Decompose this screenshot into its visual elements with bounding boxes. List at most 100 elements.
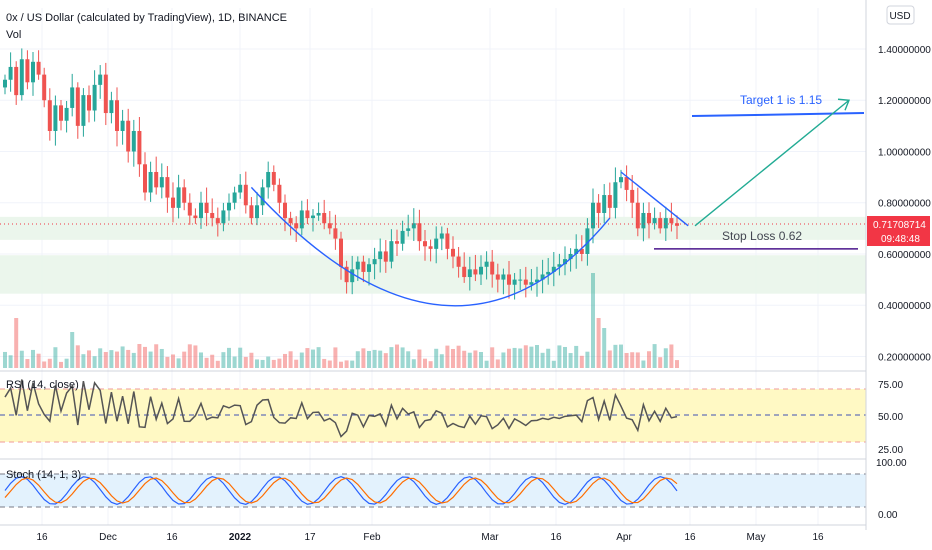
volume-bar xyxy=(333,347,338,368)
candle-body xyxy=(98,74,103,85)
candles[interactable] xyxy=(3,48,679,300)
volume-bar xyxy=(193,345,198,368)
volume-bar xyxy=(473,350,478,368)
volume-bar xyxy=(260,359,265,368)
candle-body xyxy=(574,248,579,254)
volume-bar xyxy=(288,351,293,368)
volume-bar xyxy=(322,358,327,368)
rsi-level-75: 75.00 xyxy=(878,380,903,391)
candle-body xyxy=(579,248,584,254)
candle-body xyxy=(53,105,58,131)
volume-bar xyxy=(53,347,58,368)
volume-bar xyxy=(675,360,679,368)
candle-body xyxy=(199,202,203,219)
candle-body xyxy=(361,261,366,272)
volume-bar xyxy=(579,355,584,368)
volume-bar xyxy=(535,345,539,368)
volume-label: Vol xyxy=(6,29,21,41)
cup-curve xyxy=(250,186,611,307)
candle-body xyxy=(143,164,147,193)
candle-body xyxy=(176,187,181,208)
candle-body xyxy=(663,218,668,229)
candle-body xyxy=(42,74,47,101)
volume-bar xyxy=(574,345,579,368)
candle-body xyxy=(434,238,439,249)
stop-loss-label: Stop Loss 0.62 xyxy=(722,229,802,243)
candle-body xyxy=(619,177,623,183)
candle-body xyxy=(333,228,338,239)
volume-bar xyxy=(507,348,511,368)
candle-body xyxy=(607,195,612,208)
volume-bar xyxy=(109,350,114,368)
stoch-band xyxy=(0,474,866,507)
volume-bar xyxy=(563,346,567,368)
candle-body xyxy=(551,266,556,272)
candle-body xyxy=(131,130,136,152)
candle-body xyxy=(647,212,651,224)
candle-body xyxy=(451,248,455,257)
time-axis-tick: Dec xyxy=(99,532,117,543)
price-axis-tick: 0.40000000 xyxy=(878,301,931,312)
rsi-label: RSI (14, close) xyxy=(6,379,79,391)
volume-bar xyxy=(42,361,47,368)
candle-body xyxy=(238,184,243,193)
currency-button[interactable] xyxy=(886,5,915,25)
candle-body xyxy=(81,95,86,126)
candle-body xyxy=(31,61,35,83)
candle-body xyxy=(613,182,618,208)
last-price-countdown: 09:48:48 xyxy=(881,234,920,245)
candle-body xyxy=(389,241,394,262)
volume-bar xyxy=(389,347,394,368)
time-axis-tick: 2022 xyxy=(229,532,252,543)
volume-bar xyxy=(451,348,455,368)
candle-body xyxy=(355,261,360,270)
volume-bar xyxy=(305,348,310,368)
candle-body xyxy=(36,61,41,75)
candle-body xyxy=(507,274,511,285)
volume-bar xyxy=(19,350,24,368)
candle-body xyxy=(193,215,198,219)
volume-bar xyxy=(143,346,147,368)
candle-body xyxy=(288,218,293,224)
candle-body xyxy=(255,205,259,219)
time-axis-tick: 17 xyxy=(304,532,316,543)
candle-body xyxy=(383,251,388,262)
volume-bar xyxy=(120,346,125,368)
candle-body xyxy=(316,212,321,216)
candle-body xyxy=(204,202,209,213)
volume-bar xyxy=(31,349,35,368)
volume-bar xyxy=(395,344,399,368)
candle-body xyxy=(669,218,674,224)
candle-body xyxy=(14,66,19,96)
candle-body xyxy=(546,271,551,275)
volume-bar xyxy=(518,348,523,368)
volume-bar xyxy=(64,358,69,368)
projection-arrowhead xyxy=(837,98,850,111)
candle-body xyxy=(467,269,472,278)
candle-body xyxy=(277,184,282,203)
candle-body xyxy=(378,251,383,260)
candle-body xyxy=(311,215,315,219)
candle-body xyxy=(635,202,640,229)
volume-bar xyxy=(165,356,170,368)
volume-bar xyxy=(551,360,556,368)
candle-body xyxy=(372,259,377,265)
currency-button-label[interactable]: USD xyxy=(889,11,910,22)
volume-bar xyxy=(344,360,349,368)
candle-body xyxy=(400,230,405,244)
volume-bar xyxy=(232,356,237,368)
time-axis-tick: Apr xyxy=(616,532,632,543)
candle-body xyxy=(535,279,539,283)
volume-bar xyxy=(484,360,489,368)
candle-body xyxy=(232,192,237,203)
volume-bar xyxy=(406,351,411,368)
candle-body xyxy=(490,261,495,275)
volume-bar xyxy=(591,273,595,368)
volume-bar xyxy=(630,352,635,368)
candle-body xyxy=(411,223,416,229)
volume-bar xyxy=(445,345,450,368)
candle-body xyxy=(602,195,607,213)
candle-body xyxy=(115,100,119,131)
time-axis-tick: 16 xyxy=(36,532,48,543)
volume-bar xyxy=(378,350,383,368)
